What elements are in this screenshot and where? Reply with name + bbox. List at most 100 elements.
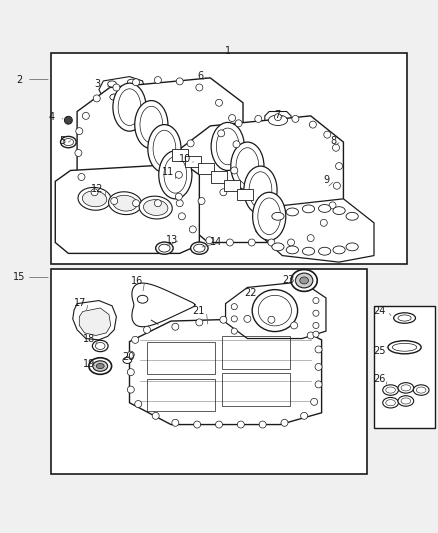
Polygon shape [79,308,111,335]
Text: 7: 7 [274,110,280,120]
Text: 1: 1 [225,46,231,56]
Ellipse shape [60,136,76,148]
Ellipse shape [315,346,322,353]
Text: 10: 10 [179,154,191,164]
Ellipse shape [386,387,396,393]
Bar [374,306,435,428]
Ellipse shape [233,141,240,148]
Ellipse shape [302,205,314,213]
Ellipse shape [189,226,196,233]
Ellipse shape [206,237,213,244]
Bar [237,189,253,200]
Ellipse shape [118,89,141,125]
Ellipse shape [252,289,297,332]
Ellipse shape [93,95,100,102]
Polygon shape [55,164,199,253]
Ellipse shape [275,114,282,120]
Ellipse shape [253,192,286,240]
Ellipse shape [236,148,259,184]
Ellipse shape [164,157,187,193]
Ellipse shape [82,191,107,207]
Ellipse shape [123,357,132,364]
Text: 12: 12 [92,184,104,194]
Ellipse shape [108,81,117,87]
Ellipse shape [336,163,343,169]
Bar [198,163,214,174]
Polygon shape [77,78,243,203]
Ellipse shape [218,130,225,137]
Ellipse shape [159,244,170,252]
Ellipse shape [268,239,275,246]
Ellipse shape [401,398,411,404]
Ellipse shape [196,84,203,91]
Ellipse shape [75,149,82,157]
Polygon shape [265,111,291,129]
Text: 15: 15 [13,272,25,282]
Bar [223,374,290,406]
Bar [211,171,227,183]
Ellipse shape [175,171,182,179]
Ellipse shape [82,112,89,119]
Ellipse shape [281,419,288,426]
Ellipse shape [226,239,233,246]
Text: 5: 5 [60,136,66,146]
Ellipse shape [220,189,227,196]
Ellipse shape [127,79,136,85]
Ellipse shape [216,128,239,165]
Text: 4: 4 [49,112,55,122]
Ellipse shape [111,198,118,205]
Ellipse shape [286,246,298,254]
Ellipse shape [313,331,319,337]
Ellipse shape [187,140,194,147]
Ellipse shape [315,364,322,370]
Ellipse shape [89,358,112,374]
Ellipse shape [268,316,275,323]
Ellipse shape [231,328,237,334]
Polygon shape [73,301,117,340]
Ellipse shape [155,242,173,254]
Text: 17: 17 [74,298,87,308]
Ellipse shape [194,244,205,252]
Ellipse shape [93,361,108,372]
Ellipse shape [329,202,336,209]
Text: 8: 8 [330,136,336,146]
Ellipse shape [417,387,426,393]
Ellipse shape [398,383,414,393]
Ellipse shape [76,128,83,135]
Ellipse shape [272,243,284,251]
Polygon shape [99,77,145,105]
Ellipse shape [286,208,298,216]
Bar [224,180,240,191]
Ellipse shape [153,130,176,167]
Ellipse shape [144,200,168,215]
Ellipse shape [215,421,223,428]
Ellipse shape [333,182,340,189]
Text: 24: 24 [374,306,386,317]
Ellipse shape [63,139,74,146]
Ellipse shape [95,343,105,350]
Ellipse shape [333,246,345,254]
Ellipse shape [172,419,179,426]
Ellipse shape [109,192,141,215]
Ellipse shape [231,316,237,322]
Polygon shape [177,116,343,243]
Ellipse shape [176,200,183,207]
Ellipse shape [127,369,134,376]
Bar [51,269,367,474]
Ellipse shape [272,212,284,220]
Text: 6: 6 [198,71,204,80]
Ellipse shape [315,381,322,388]
Ellipse shape [307,235,314,241]
Text: 22: 22 [244,288,257,298]
Ellipse shape [288,239,294,246]
Ellipse shape [92,340,108,352]
Text: 14: 14 [210,237,222,247]
Ellipse shape [140,106,162,143]
Ellipse shape [388,341,421,354]
Ellipse shape [394,313,416,323]
Ellipse shape [215,99,223,106]
Bar [51,53,407,264]
Ellipse shape [383,398,399,408]
Text: 9: 9 [324,175,330,185]
Ellipse shape [333,207,345,215]
